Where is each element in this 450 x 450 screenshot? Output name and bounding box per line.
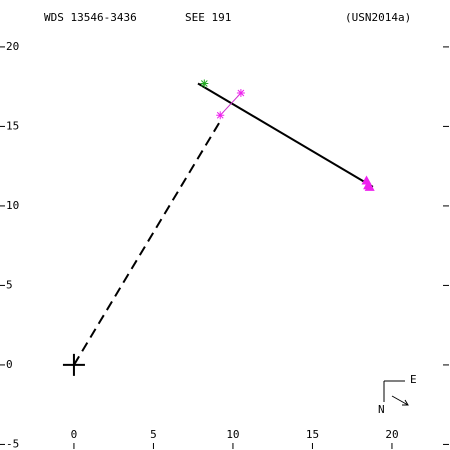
y-tick-label: 5 (6, 278, 13, 291)
y-tick-label: 20 (6, 40, 19, 53)
star-marker (236, 89, 245, 98)
x-tick-label: 15 (306, 428, 319, 441)
series-line (197, 82, 374, 188)
y-tick-label: -5 (6, 437, 19, 450)
chart-subtitle: SEE 191 (185, 11, 231, 24)
x-tick-label: 0 (71, 428, 78, 441)
x-tick-label: 10 (226, 428, 239, 441)
y-tick-label: 0 (6, 358, 13, 371)
x-tick-label: 5 (150, 428, 157, 441)
compass: E N (378, 373, 417, 416)
origin-cross (62, 353, 85, 376)
chart-title: WDS 13546-3436 (44, 11, 137, 24)
star-marker (200, 79, 209, 88)
star-marker (216, 111, 225, 120)
compass-arrow (402, 399, 409, 406)
y-tick-label: 15 (6, 119, 19, 132)
x-tick-label: 20 (385, 428, 398, 441)
compass-east: E (410, 373, 417, 386)
compass-north: N (378, 403, 385, 416)
reference: (USN2014a) (345, 11, 411, 24)
compass-arrow (391, 395, 409, 406)
y-tick-label: 10 (6, 199, 19, 212)
triangle-marker (364, 181, 375, 191)
series-line (219, 92, 242, 116)
